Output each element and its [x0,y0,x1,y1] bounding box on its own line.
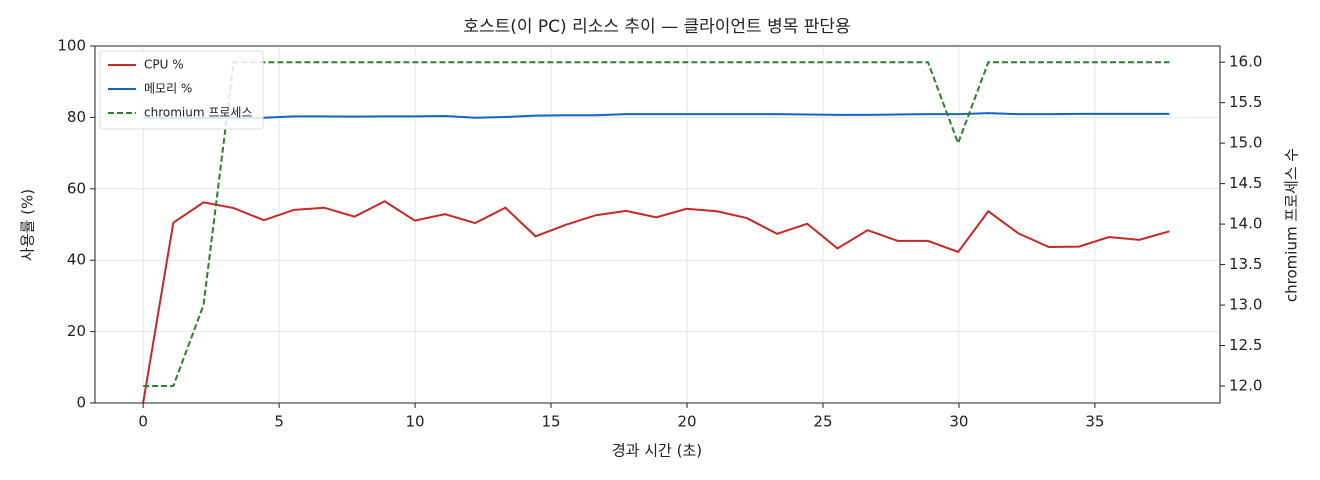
y2-tick-label: 15.5 [1229,93,1262,111]
y2-tick-label: 12.5 [1229,336,1262,354]
y-tick-label: 80 [67,108,86,126]
x-tick-label: 10 [406,413,425,431]
x-tick-label: 5 [274,413,284,431]
y2-tick-label: 12.0 [1229,377,1262,395]
legend-box [99,50,264,130]
y-tick-label: 60 [67,179,86,197]
legend-label: CPU % [144,58,184,72]
series-line [143,61,1170,387]
legend-label: chromium 프로세스 [144,106,253,120]
legend-label: 메모리 % [144,82,192,96]
x-tick-label: 35 [1085,413,1104,431]
y2-tick-label: 13.0 [1229,296,1262,314]
y-axis-label: 사용률 (%) [19,189,37,261]
y-tick-label: 20 [67,322,86,340]
series-line [142,200,1170,404]
x-tick-label: 15 [541,413,560,431]
y-tick-label: 100 [57,37,86,55]
y-tick-label: 0 [76,394,86,412]
y2-tick-label: 16.0 [1229,53,1262,71]
y2-tick-label: 15.0 [1229,134,1262,152]
legend: CPU % 메모리 % chromium 프로세스 [99,50,264,130]
x-tick-label: 0 [138,413,148,431]
x-tick-label: 30 [949,413,968,431]
y2-tick-label: 14.0 [1229,215,1262,233]
y-tick-label: 40 [67,251,86,269]
chart-title: 호스트(이 PC) 리소스 추이 — 클라이언트 병목 판단용 [463,17,850,37]
x-tick-label: 20 [677,413,696,431]
x-tick-label: 25 [813,413,832,431]
x-axis-label: 경과 시간 (초) [612,442,702,460]
y2-tick-label: 13.5 [1229,255,1262,273]
series-line [143,112,1170,120]
plot-frame [94,45,1221,404]
y2-axis-label: chromium 프로세스 수 [1283,148,1301,302]
y2-tick-label: 14.5 [1229,174,1262,192]
